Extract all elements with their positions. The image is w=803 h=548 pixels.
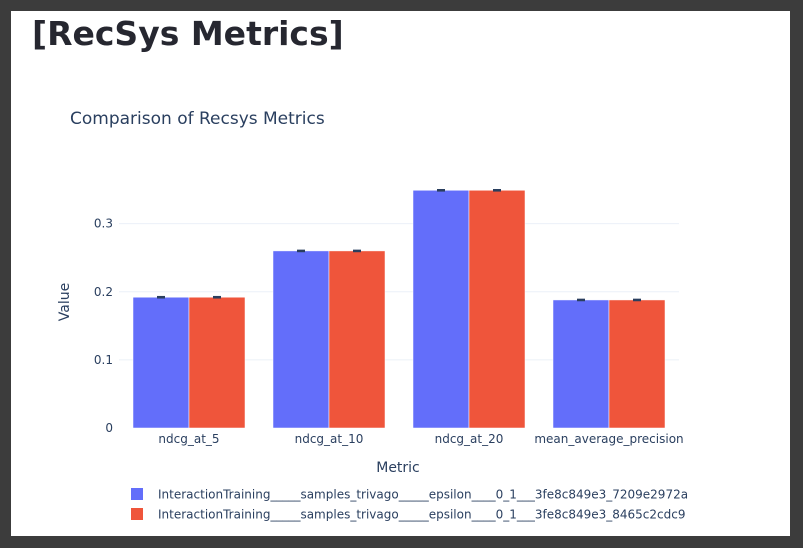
y-tick-label: 0.2 bbox=[94, 285, 113, 299]
bar bbox=[132, 296, 190, 429]
y-axis-title: Value bbox=[57, 283, 73, 321]
y-tick-label: 0.1 bbox=[94, 353, 113, 367]
app-card: [RecSys Metrics] Comparison of Recsys Me… bbox=[11, 11, 790, 536]
x-axis-ticks: ndcg_at_5 ndcg_at_10 ndcg_at_20 mean_averag… bbox=[158, 432, 683, 446]
x-axis-title: Metric bbox=[376, 460, 420, 476]
legend-label: InteractionTraining_____samples_trivago_… bbox=[158, 488, 688, 502]
bar bbox=[608, 299, 666, 429]
error-bars bbox=[157, 189, 641, 302]
bar bbox=[188, 296, 246, 429]
legend-swatch bbox=[131, 488, 143, 500]
x-tick-label: ndcg_at_5 bbox=[158, 432, 219, 446]
x-tick-label: ndcg_at_10 bbox=[295, 432, 364, 446]
y-tick-label: 0.3 bbox=[94, 217, 113, 231]
bar bbox=[272, 250, 330, 429]
bars bbox=[132, 190, 666, 429]
y-tick-label: 0 bbox=[105, 421, 113, 435]
bar bbox=[328, 250, 386, 429]
x-tick-label: ndcg_at_20 bbox=[435, 432, 504, 446]
legend-swatch bbox=[131, 508, 143, 520]
chart-title: Comparison of Recsys Metrics bbox=[70, 109, 325, 129]
bar bbox=[468, 190, 526, 429]
x-tick-label: mean_average_precision bbox=[534, 432, 683, 446]
bar-chart: Comparison of Recsys Metrics 00.10.20.3 … bbox=[57, 109, 688, 522]
bar bbox=[412, 190, 470, 429]
legend: InteractionTraining_____samples_trivago_… bbox=[131, 488, 688, 522]
y-axis-ticks: 0 0.1 0.2 0.3 bbox=[94, 217, 113, 435]
legend-label: InteractionTraining_____samples_trivago_… bbox=[158, 508, 685, 522]
page-title: [RecSys Metrics] bbox=[32, 14, 344, 53]
bar bbox=[552, 299, 610, 429]
